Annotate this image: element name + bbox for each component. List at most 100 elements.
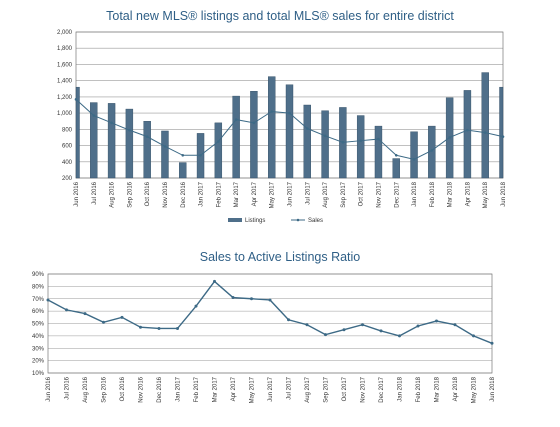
x-tick-label: Feb 2018: [416, 376, 422, 402]
x-tick-label: Jun 2018: [501, 181, 507, 206]
listings-bar: [161, 130, 169, 179]
sales-point: [145, 135, 149, 138]
sales-point: [448, 136, 451, 139]
x-tick-label: Dec 2016: [181, 181, 187, 207]
x-tick-label: Nov 2016: [163, 181, 169, 207]
ratio-point: [65, 308, 68, 312]
listings-sales-chart: 200 400 600 800 1,000 1,200 1,400 1,600 1,800 2,0…: [57, 30, 507, 224]
listings-bar: [392, 158, 400, 179]
sales-point: [288, 111, 291, 115]
y-tick-label: 1,000: [57, 111, 73, 117]
ratio-point: [472, 334, 475, 338]
y-tick-label: 90%: [32, 272, 45, 278]
x-tick-label: May 2017: [250, 376, 256, 403]
ratio-point: [213, 279, 216, 283]
x-tick-label: Sep 2017: [341, 181, 347, 207]
y-tick-label: 60%: [32, 309, 45, 315]
x-tick-label: Mar 2017: [213, 376, 219, 402]
x-tick-label: Nov 2017: [376, 181, 382, 207]
x-tick-label: May 2018: [483, 181, 489, 208]
y-tick-label: 200: [62, 176, 73, 182]
x-tick-label: Jan 2017: [176, 376, 182, 401]
x-tick-label: Nov 2017: [361, 376, 367, 402]
x-tick-label: Jul 2017: [305, 181, 311, 204]
ratio-point: [194, 304, 198, 308]
ratio-point: [379, 329, 383, 333]
y-tick-label: 400: [62, 160, 73, 166]
ratio-point: [83, 312, 87, 316]
sales-point: [199, 153, 202, 157]
sales-point: [341, 141, 345, 144]
ratio-point: [268, 298, 272, 302]
x-tick-label: Jan 2017: [199, 181, 205, 206]
sales-point: [128, 128, 131, 132]
ratio-point: [102, 320, 105, 324]
ratio-point: [398, 334, 401, 338]
ratio-point: [361, 323, 364, 327]
chart2-title: Sales to Active Listings Ratio: [199, 250, 361, 264]
listings-bar: [374, 125, 383, 179]
ratio-point: [120, 315, 124, 319]
x-tick-label: Sep 2017: [324, 376, 330, 402]
x-tick-label: Apr 2018: [453, 376, 459, 401]
x-tick-label: Mar 2017: [234, 181, 240, 207]
y-tick-label: 10%: [32, 371, 45, 377]
legend-listings-swatch: [228, 218, 242, 222]
y-tick-label: 40%: [32, 334, 45, 340]
ratio-point: [490, 341, 494, 345]
x-tick-label: Dec 2017: [394, 181, 400, 207]
listings-bar: [463, 90, 472, 179]
x-tick-label: Aug 2016: [110, 181, 116, 207]
x-tick-label: Dec 2017: [379, 376, 385, 402]
sales-point: [181, 153, 185, 157]
y-tick-label: 70%: [32, 297, 45, 303]
x-tick-label: Jul 2016: [65, 376, 71, 399]
x-tick-label: Apr 2017: [252, 181, 258, 206]
ratio-point: [453, 323, 457, 327]
y-tick-label: 1,400: [57, 79, 73, 85]
ratio-point: [139, 325, 142, 329]
ratio-point: [250, 297, 253, 301]
ratio-point: [324, 333, 327, 337]
listings-bar: [107, 103, 116, 179]
y-tick-label: 2,000: [57, 30, 73, 36]
x-tick-label: Feb 2017: [194, 376, 200, 402]
sales-point: [110, 121, 113, 125]
sales-point: [305, 127, 309, 130]
x-tick-label: Nov 2016: [139, 376, 145, 402]
sales-point: [270, 110, 274, 113]
listings-bar: [499, 86, 504, 179]
y-tick-label: 600: [62, 144, 73, 150]
y-tick-label: 30%: [32, 346, 45, 352]
x-tick-label: Jan 2018: [398, 376, 404, 401]
listings-bar: [268, 76, 276, 179]
chart1-title: Total new MLS® listings and total MLS® s…: [106, 9, 454, 23]
x-tick-label: Sep 2016: [127, 181, 133, 207]
x-tick-label: Jun 2017: [268, 376, 274, 401]
x-tick-label: Jun 2018: [490, 376, 496, 401]
listings-bar: [250, 91, 258, 179]
listings-bar: [143, 121, 151, 179]
x-tick-label: Mar 2018: [435, 376, 441, 402]
x-tick-label: Mar 2018: [448, 181, 454, 207]
sales-point: [217, 140, 220, 143]
sales-point: [234, 118, 238, 121]
x-tick-label: Feb 2017: [216, 181, 222, 207]
ratio-point: [342, 328, 346, 332]
ratio-point: [157, 326, 161, 330]
x-tick-label: Oct 2017: [342, 376, 348, 401]
sales-point: [501, 135, 505, 138]
x-tick-label: Feb 2018: [430, 181, 436, 207]
x-tick-label: Jan 2018: [412, 181, 418, 206]
x-tick-label: Oct 2017: [359, 181, 365, 206]
y-tick-label: 1,200: [57, 95, 73, 101]
listings-bar: [481, 72, 489, 179]
x-tick-label: Jun 2017: [288, 181, 294, 206]
x-tick-label: Aug 2016: [83, 376, 89, 402]
sales-point: [394, 153, 398, 157]
x-tick-label: Dec 2016: [157, 376, 163, 402]
sales-point: [377, 137, 380, 141]
y-tick-label: 1,600: [57, 62, 73, 68]
ratio-line: [47, 280, 493, 344]
